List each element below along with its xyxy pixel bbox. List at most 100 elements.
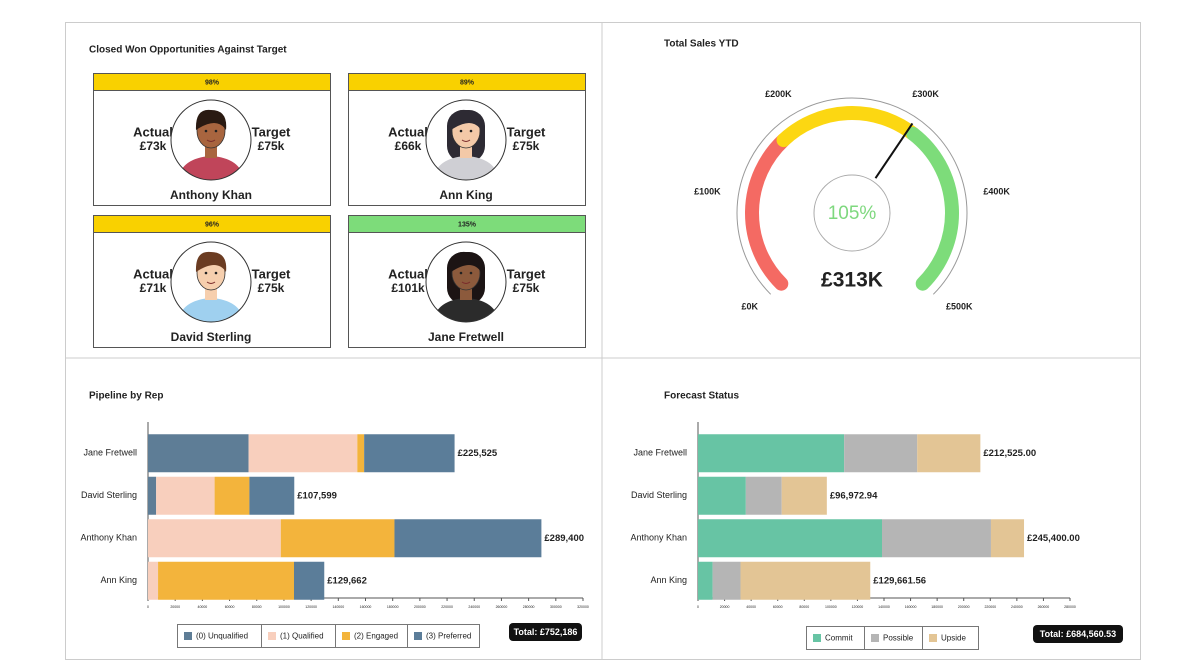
total-label: £245,400.00 [1027, 533, 1080, 544]
actual-value: £101k [391, 281, 425, 295]
target-value: £75k [258, 281, 285, 295]
card: 98% Actual£73k Target£75k Anthony Khan [93, 73, 331, 206]
total-label: £107,599 [297, 490, 337, 501]
x-tick-label: 120000 [852, 605, 864, 609]
gauge-tick-label: £0K [741, 301, 758, 311]
gauge-percent: 105% [828, 203, 877, 224]
actual-label: Actual [133, 124, 173, 139]
actual-value: £71k [140, 281, 167, 295]
bar-segment [156, 476, 215, 515]
target-label: Target [507, 266, 546, 281]
legend-label: (1) Qualified [280, 632, 324, 641]
x-tick-label: 240000 [1011, 605, 1023, 609]
x-tick-label: 40000 [746, 605, 756, 609]
hair [450, 251, 482, 272]
legend-label: Upside [941, 634, 966, 643]
target-label: Target [507, 124, 546, 139]
legend-label: Possible [883, 634, 914, 643]
bar-segment [214, 476, 250, 515]
legend-swatch [414, 632, 422, 640]
card-percent: 89% [460, 79, 475, 86]
eye [459, 129, 463, 133]
x-tick-label: 0 [697, 605, 699, 609]
x-tick-label: 240000 [468, 605, 480, 609]
gauge-tick-label: £400K [983, 187, 1010, 197]
hair [195, 251, 227, 272]
eye [204, 271, 208, 275]
x-tick-label: 160000 [905, 605, 917, 609]
bar-segment [990, 519, 1025, 558]
actual-value: £73k [140, 139, 167, 153]
bar-segment [148, 476, 157, 515]
gauge-band [745, 133, 791, 291]
x-tick-label: 260000 [1038, 605, 1050, 609]
total-label: £96,972.94 [830, 490, 878, 501]
total-badge [1033, 625, 1123, 643]
total-label: £212,525.00 [983, 448, 1036, 459]
x-tick-label: 60000 [773, 605, 783, 609]
bar-segment [712, 561, 741, 600]
bar-segment [248, 434, 358, 473]
total-text: Total: £684,560.53 [1040, 629, 1116, 639]
bar-segment [249, 476, 295, 515]
panel-title: Total Sales YTD [664, 39, 739, 50]
y-tick-label: David Sterling [631, 490, 687, 500]
total-label: £129,661.56 [873, 575, 926, 586]
gauge-hub [813, 174, 891, 252]
x-tick-label: 260000 [496, 605, 508, 609]
panel-title: Closed Won Opportunities Against Target [89, 45, 287, 56]
mouth [461, 281, 471, 284]
card-percent: 96% [205, 221, 220, 228]
y-tick-label: Jane Fretwell [83, 448, 137, 458]
y-tick-label: Jane Fretwell [633, 448, 687, 458]
x-tick-label: 80000 [799, 605, 809, 609]
bar-segment [781, 476, 827, 515]
x-tick-label: 0 [147, 605, 149, 609]
legend-swatch [871, 634, 879, 642]
x-tick-label: 280000 [523, 605, 535, 609]
eye [459, 271, 463, 275]
card-name: Ann King [439, 188, 492, 202]
bar-segment [394, 519, 542, 558]
target-value: £75k [258, 139, 285, 153]
actual-label: Actual [388, 266, 428, 281]
x-tick-label: 180000 [931, 605, 943, 609]
total-text: Total: £752,186 [514, 627, 578, 637]
bar-segment [158, 561, 294, 600]
bar-segment [280, 519, 395, 558]
card-header [348, 215, 586, 233]
actual-label: Actual [388, 124, 428, 139]
legend-label: (2) Engaged [354, 632, 398, 641]
total-label: £225,525 [458, 448, 498, 459]
legend-label: (0) Unqualified [196, 632, 248, 641]
total-badge [509, 623, 582, 641]
card-percent: 98% [205, 79, 220, 86]
legend-swatch [184, 632, 192, 640]
gauge-tick-label: £100K [694, 187, 721, 197]
hair [450, 109, 482, 130]
y-tick-label: Anthony Khan [630, 533, 687, 543]
legend-label: Commit [825, 634, 853, 643]
avatar-ring [170, 241, 252, 323]
avatar [426, 242, 506, 322]
bar-segment [844, 434, 918, 473]
target-value: £75k [513, 281, 540, 295]
x-tick-label: 140000 [878, 605, 890, 609]
bar-segment [698, 434, 845, 473]
bar-segment [293, 561, 325, 600]
x-tick-label: 220000 [441, 605, 453, 609]
x-tick-label: 20000 [720, 605, 730, 609]
gauge-tick-label: £500K [946, 301, 973, 311]
x-tick-label: 320000 [577, 605, 589, 609]
legend-label: (3) Preferred [426, 632, 471, 641]
target-label: Target [252, 124, 291, 139]
card: 96% Actual£71k Target£75k David Sterling [93, 215, 331, 348]
gauge-value: £313K [821, 269, 883, 292]
eye [469, 129, 473, 133]
x-tick-label: 280000 [1064, 605, 1076, 609]
x-tick-label: 200000 [958, 605, 970, 609]
actual-label: Actual [133, 266, 173, 281]
eye [469, 271, 473, 275]
y-tick-label: Anthony Khan [80, 533, 137, 543]
avatar-ring [170, 99, 252, 181]
